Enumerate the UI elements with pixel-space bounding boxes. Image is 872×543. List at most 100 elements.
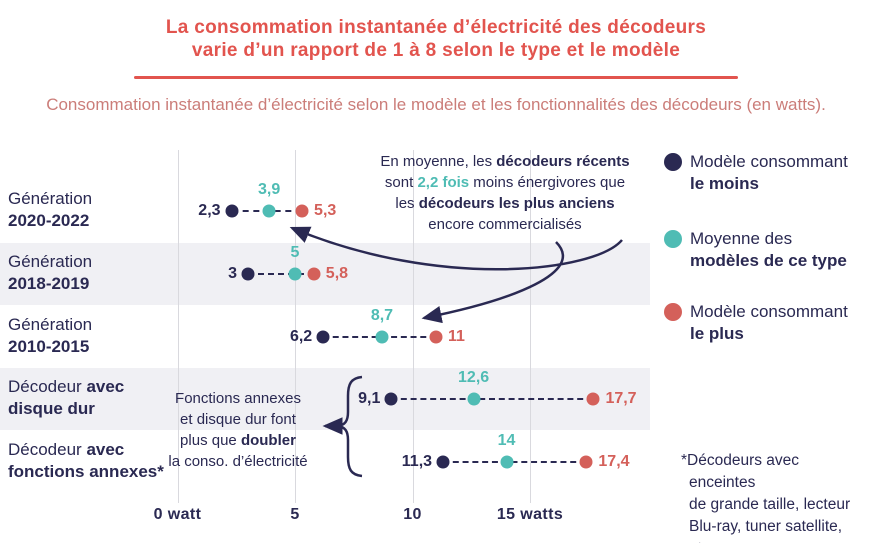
value-label-avg: 8,7 xyxy=(370,307,394,324)
value-label-max: 17,4 xyxy=(598,453,630,470)
value-label-min: 2,3 xyxy=(198,202,221,219)
dot-min xyxy=(241,267,255,281)
gridline xyxy=(412,150,414,503)
text-segment: les xyxy=(395,195,419,212)
dot-avg xyxy=(375,330,389,344)
connector-line xyxy=(391,398,594,400)
value-label-min: 3 xyxy=(228,265,237,282)
row-label-line: fonctions annexes* xyxy=(8,461,164,483)
legend-label: Modèle consommant le plus xyxy=(690,301,864,345)
axis-tick-label: 10 xyxy=(403,506,422,523)
annotation-recent-decoders: En moyenne, les décodeurs récents sont 2,… xyxy=(372,151,638,235)
dot-max xyxy=(429,330,443,344)
value-label-min: 9,1 xyxy=(358,390,381,407)
legend-item-min: Modèle consommant le moins xyxy=(664,151,864,195)
text-segment: 2,2 fois xyxy=(417,174,470,191)
gridline xyxy=(177,150,179,503)
legend-item-max: Modèle consommant le plus xyxy=(664,301,864,345)
text-segment: En moyenne, les xyxy=(380,153,497,170)
legend-label-line1: Moyenne des xyxy=(690,229,793,248)
text-segment: fonctions annexes* xyxy=(8,462,164,481)
axis-tick-label: 5 xyxy=(290,506,300,523)
footnote-line: Blu-ray, tuner satellite, etc. xyxy=(689,518,843,543)
legend-label-line1: Modèle consommant xyxy=(690,302,848,321)
page-title: La consommation instantanée d’électricit… xyxy=(0,16,872,62)
text-segment: plus que xyxy=(180,432,241,449)
connector-line xyxy=(443,461,587,463)
legend-label-line1: Modèle consommant xyxy=(690,152,848,171)
title-line-1: La consommation instantanée d’électricit… xyxy=(165,17,707,38)
axis-tick-label: 15 watts xyxy=(496,506,564,523)
legend-dot-avg-icon xyxy=(664,230,682,248)
value-label-min: 6,2 xyxy=(289,328,313,345)
value-label-avg: 3,9 xyxy=(258,181,281,198)
footnote: *Décodeurs avec enceintes de grande taill… xyxy=(681,450,867,543)
text-segment: Décodeur xyxy=(8,440,87,459)
row-label: Génération 2010-2015 xyxy=(8,314,92,358)
legend-item-avg: Moyenne des modèles de ce type xyxy=(664,228,864,272)
row-label-line: 2010-2015 xyxy=(8,336,92,358)
text-segment: Décodeur xyxy=(8,377,87,396)
row-label-line: Décodeur avec xyxy=(8,439,164,461)
text-segment: la conso. d’électricité xyxy=(168,453,308,470)
legend-label-line2: le moins xyxy=(690,174,759,193)
gridline xyxy=(295,150,296,503)
footnote-line: *Décodeurs avec enceintes xyxy=(681,452,800,491)
dot-max xyxy=(295,204,309,218)
footnote-line: de grande taille, lecteur xyxy=(689,496,851,513)
dot-min xyxy=(436,455,450,469)
dot-max xyxy=(307,267,321,281)
text-segment: Fonctions annexes xyxy=(175,390,301,407)
annotation-line: et disque dur font xyxy=(148,409,328,430)
legend-dot-min-icon xyxy=(664,153,682,171)
title-line-2: varie d’un rapport de 1 à 8 selon le typ… xyxy=(191,40,681,61)
value-label-avg: 12,6 xyxy=(458,369,490,386)
annotation-line: sont 2,2 fois moins énergivores que xyxy=(372,172,638,193)
row-label: Génération 2020-2022 xyxy=(8,188,92,232)
row-label-line: 2020-2022 xyxy=(8,210,92,232)
text-segment: avec xyxy=(86,377,125,396)
dot-avg xyxy=(262,204,276,218)
value-label-avg: 14 xyxy=(497,432,516,449)
text-segment: 2018-2019 xyxy=(8,274,90,293)
text-segment: décodeurs les plus anciens xyxy=(418,195,615,212)
annotation-line: plus que doubler xyxy=(148,430,328,451)
annotation-line: encore commercialisés xyxy=(372,214,638,235)
value-label-max: 17,7 xyxy=(605,390,637,407)
row-label: Décodeur avec fonctions annexes* xyxy=(8,439,164,483)
legend-label-line2: modèles de ce type xyxy=(690,251,847,270)
text-segment: Génération xyxy=(8,189,93,208)
dot-min xyxy=(225,204,239,218)
text-segment: 2010-2015 xyxy=(8,337,90,356)
text-segment: sont xyxy=(384,174,418,191)
dot-min xyxy=(384,392,398,406)
connector-line xyxy=(248,273,314,275)
dot-avg xyxy=(500,455,513,469)
row-label-line: Décodeur avec xyxy=(8,376,124,398)
text-segment: décodeurs récents xyxy=(496,153,630,170)
value-label-min: 11,3 xyxy=(401,453,433,470)
text-segment: moins énergivores que xyxy=(469,174,626,191)
text-segment: encore commercialisés xyxy=(428,216,582,233)
row-label-line: Génération xyxy=(8,251,92,273)
annotation-line: les décodeurs les plus anciens xyxy=(372,193,638,214)
value-label-max: 5,3 xyxy=(314,202,337,219)
annotation-line: En moyenne, les décodeurs récents xyxy=(372,151,638,172)
row-label-line: Génération xyxy=(8,188,92,210)
text-segment: doubler xyxy=(240,432,296,449)
title-divider xyxy=(134,76,738,79)
row-label-line: Génération xyxy=(8,314,92,336)
annotation-line: la conso. d’électricité xyxy=(148,451,328,472)
dot-avg xyxy=(288,267,302,281)
text-segment: Génération xyxy=(8,252,93,271)
dot-max xyxy=(586,392,600,406)
legend-label: Moyenne des modèles de ce type xyxy=(690,228,864,272)
gridline xyxy=(530,150,531,503)
row-label: Décodeur avec disque dur xyxy=(8,376,124,420)
text-segment: et disque dur font xyxy=(180,411,296,428)
text-segment: 2020-2022 xyxy=(8,211,90,230)
dot-min xyxy=(316,330,330,344)
chart-subtitle: Consommation instantanée d’électricité s… xyxy=(46,95,826,114)
axis-tick-label: 0 watt xyxy=(153,506,202,523)
